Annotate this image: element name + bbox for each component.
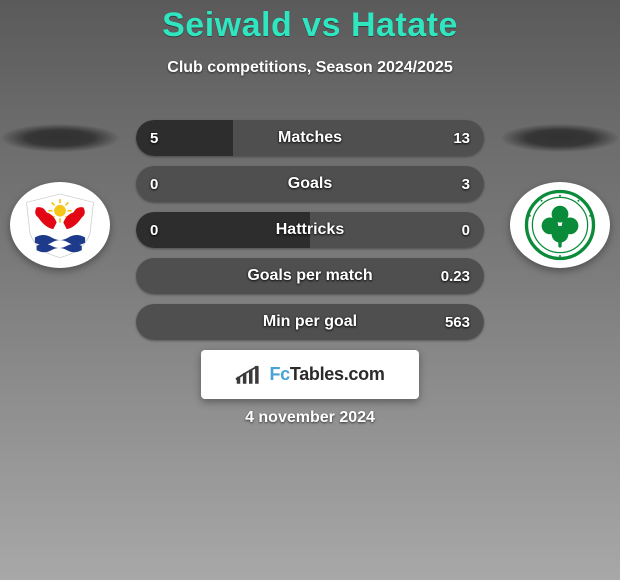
container: Seiwald vs Hatate Club competitions, Sea… (0, 0, 620, 580)
stat-row-goals-per-match: 0.23Goals per match (136, 258, 484, 294)
left-player-column (0, 120, 120, 268)
stat-row-goals: 03Goals (136, 166, 484, 202)
right-player-column (500, 120, 620, 268)
club-badge-right (510, 182, 610, 268)
branding-prefix: Fc (269, 364, 289, 384)
page-subtitle: Club competitions, Season 2024/2025 (0, 59, 620, 77)
bar-chart-icon (235, 364, 263, 386)
celtic-icon (518, 189, 602, 261)
bar-track (136, 304, 484, 340)
page-title: Seiwald vs Hatate (0, 0, 620, 45)
bar-fill (136, 120, 233, 156)
stat-row-hattricks: 00Hattricks (136, 212, 484, 248)
branding-text: FcTables.com (269, 364, 384, 385)
stat-row-min-per-goal: 563Min per goal (136, 304, 484, 340)
branding-badge: FcTables.com (201, 350, 419, 399)
bar-fill (136, 212, 310, 248)
bar-track (136, 166, 484, 202)
club-badge-left (10, 182, 110, 268)
player-shadow-left (1, 124, 119, 152)
branding-suffix: Tables.com (290, 364, 385, 384)
bar-track (136, 258, 484, 294)
stat-row-matches: 513Matches (136, 120, 484, 156)
player-shadow-right (501, 124, 619, 152)
rb-leipzig-icon (18, 189, 102, 261)
footer-date: 4 november 2024 (0, 409, 620, 427)
stat-bars: 513Matches 03Goals 00Hattricks 0.23Goals pe… (136, 120, 484, 350)
